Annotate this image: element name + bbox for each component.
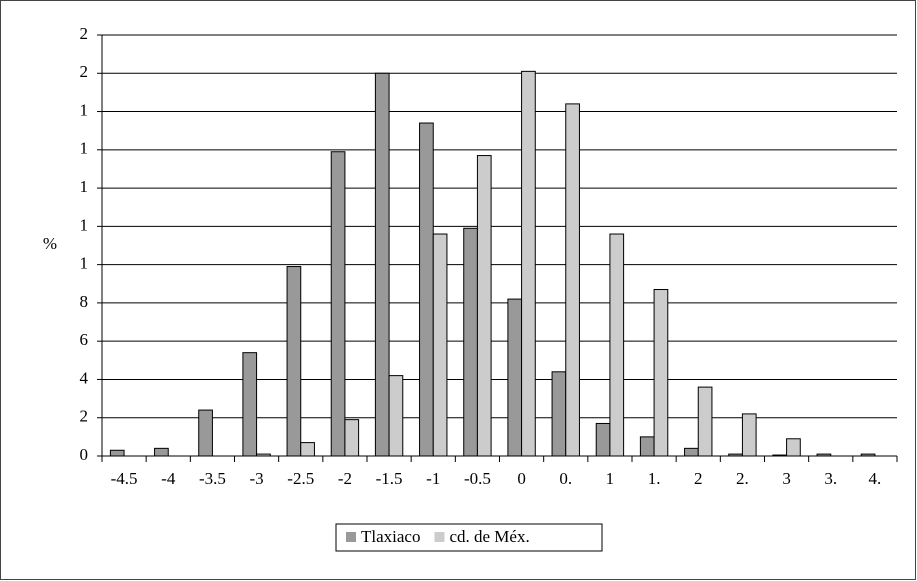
y-axis-label: % [43,234,57,253]
bar [286,266,302,457]
bar [109,449,125,457]
x-tick-label: 2. [736,469,749,488]
bar [786,438,801,457]
x-tick-label: 3. [824,469,837,488]
bar [300,442,315,457]
x-tick-label: -3 [249,469,263,488]
bar [684,447,699,457]
bar [728,453,743,457]
x-tick-label: -1.5 [376,469,403,488]
bar [772,454,788,457]
x-tick-label: -4.5 [111,469,138,488]
bar [198,409,213,457]
y-tick-label: 2 [80,62,89,81]
x-tick-label: 1 [606,469,615,488]
bar [344,419,360,457]
y-tick-label: 1 [80,254,89,273]
bar [374,72,390,457]
y-tick-label: 1 [80,139,89,158]
legend-box [335,523,603,552]
bar [609,233,625,457]
bar [154,447,169,457]
y-tick-label: 1 [80,215,89,234]
y-tick-label: 2 [80,407,89,426]
bar [256,453,271,457]
bar [697,386,713,457]
x-tick-label: -2.5 [287,469,314,488]
y-tick-label: 6 [80,330,89,349]
y-tick-label: 0 [80,445,89,464]
x-tick-label: -2 [338,469,352,488]
x-tick-label: -4 [161,469,176,488]
y-tick-label: 1 [80,100,89,119]
legend-label: Tlaxiaco [361,527,420,546]
legend-swatch [434,532,445,542]
bar [388,375,404,457]
x-tick-label: 0. [559,469,572,488]
bar [463,227,478,457]
bar [860,453,876,457]
bar [419,122,434,457]
legend-label: cd. de Méx. [449,527,529,546]
x-tick-label: 0 [517,469,526,488]
bar [432,233,448,457]
bar [551,371,567,457]
x-tick-label: -3.5 [199,469,226,488]
bar [639,436,655,457]
bar [565,103,580,457]
y-tick-label: 1 [80,177,89,196]
bar [330,151,346,457]
x-tick-label: 3 [782,469,791,488]
x-tick-label: 1. [648,469,661,488]
bar [242,352,258,457]
x-tick-label: -0.5 [464,469,491,488]
legend-swatch [346,532,356,542]
bar [653,289,669,457]
x-tick-label: 2 [694,469,703,488]
bar [816,453,832,457]
bar [507,298,523,457]
x-tick-label: -1 [426,469,440,488]
y-tick-label: 4 [80,368,89,387]
y-tick-label: 8 [80,292,89,311]
x-tick-label: 4. [869,469,882,488]
y-tick-label: 2 [80,24,89,43]
bar [595,422,611,457]
bar [476,155,492,457]
bar [741,413,757,457]
bar [521,70,536,457]
